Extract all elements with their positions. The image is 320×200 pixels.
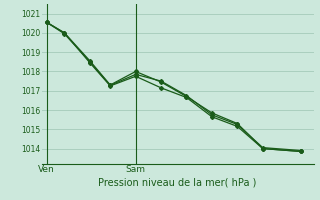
- X-axis label: Pression niveau de la mer( hPa ): Pression niveau de la mer( hPa ): [99, 177, 257, 187]
